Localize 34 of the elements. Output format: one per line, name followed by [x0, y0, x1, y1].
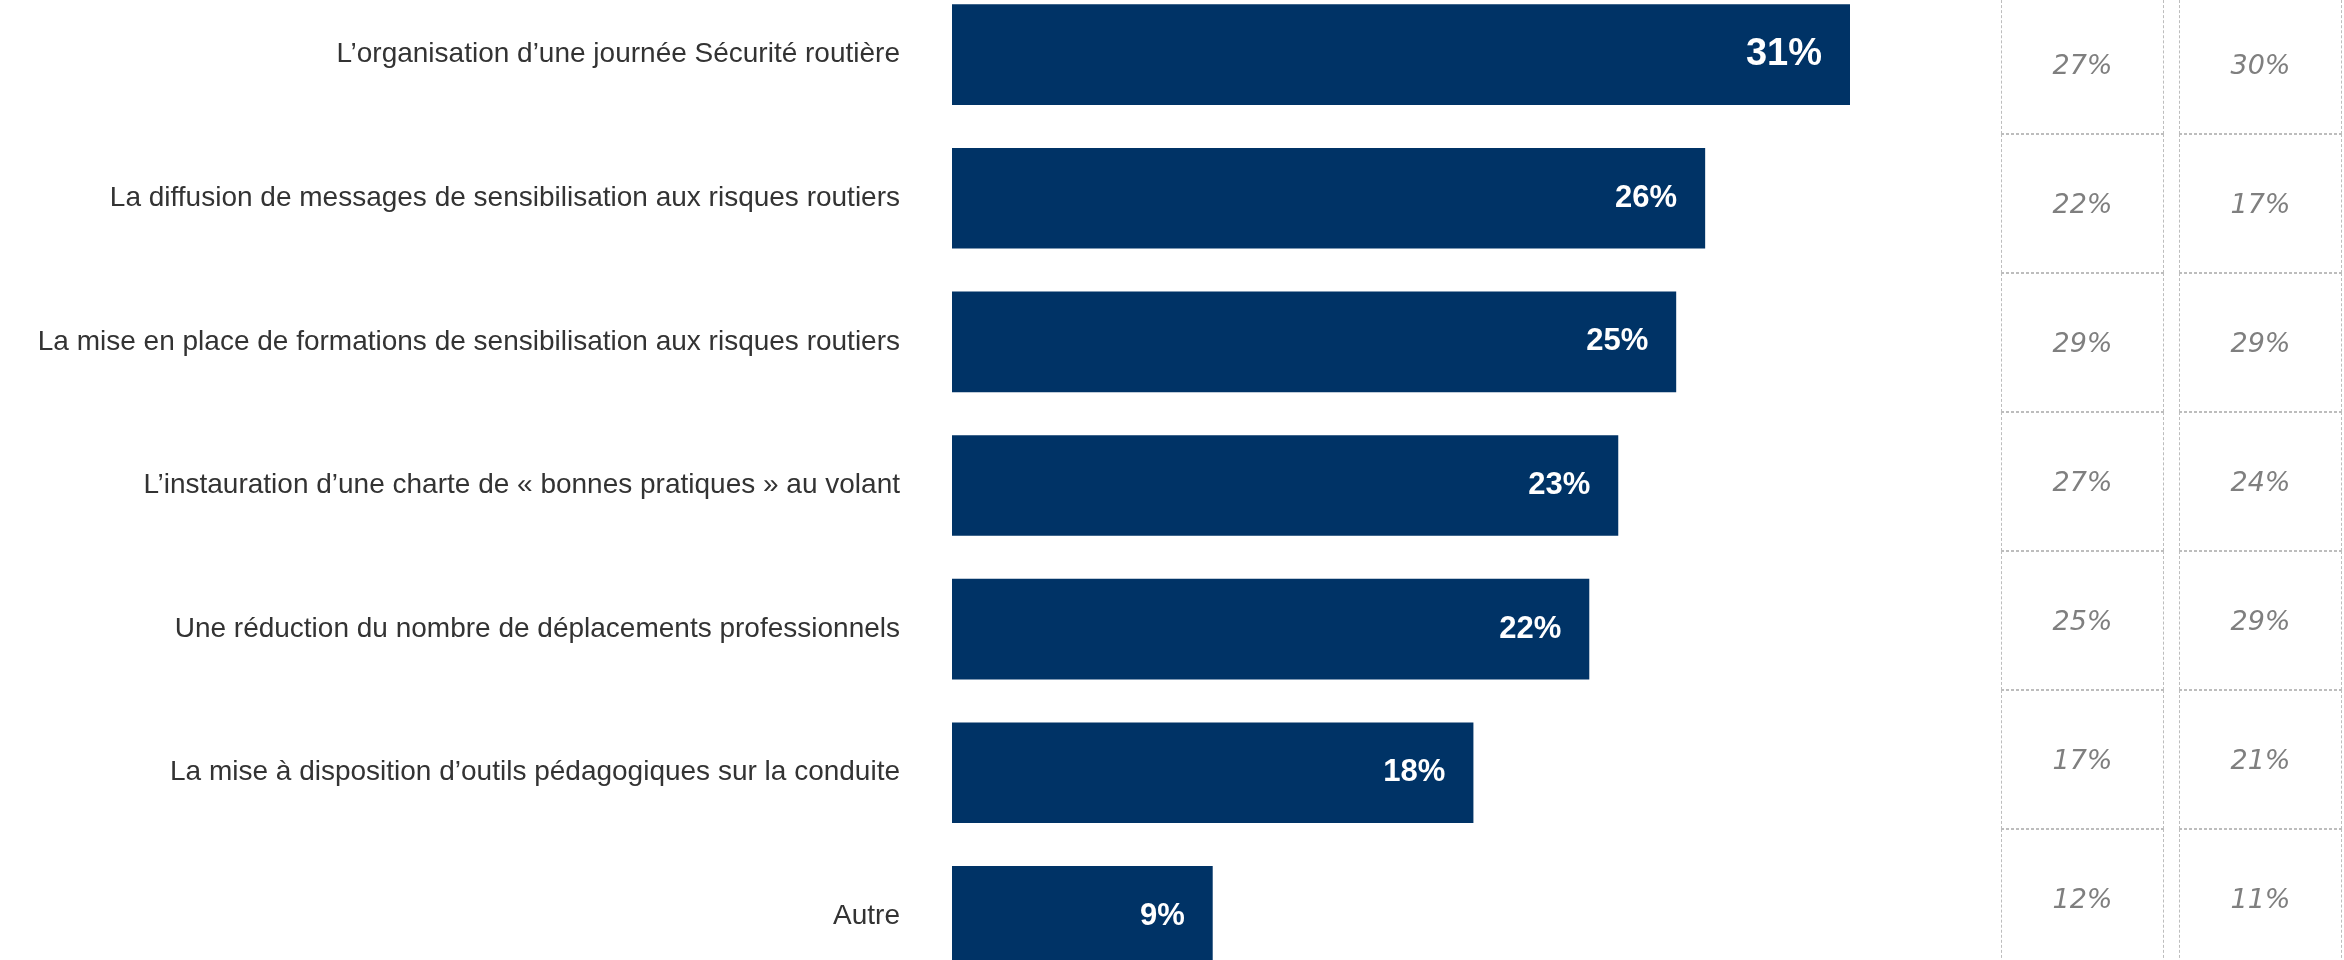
- bar: [952, 722, 1474, 824]
- text: 29%: [2001, 273, 2164, 412]
- data-label: 18%: [1383, 753, 1446, 789]
- text: 17%: [2179, 134, 2342, 273]
- bar: [952, 578, 1590, 680]
- bar: [952, 435, 1619, 536]
- y-tick-label: L’organisation d’une journée Sécurité routière: [336, 37, 900, 69]
- data-label: 26%: [1615, 178, 1678, 214]
- data-label: 31%: [1745, 31, 1822, 74]
- data-label: 25%: [1586, 322, 1649, 358]
- data-label: 9%: [1139, 896, 1185, 932]
- text: 25%: [2001, 551, 2164, 690]
- bar: [952, 4, 1850, 105]
- text: 27%: [2001, 0, 2164, 134]
- text: 27%: [2001, 412, 2164, 551]
- bar: [952, 291, 1677, 393]
- y-tick-label: La diffusion de messages de sensibilisation aux risques routiers: [109, 180, 900, 212]
- bar: [952, 147, 1706, 249]
- text: 11%: [2179, 829, 2342, 960]
- text: 21%: [2179, 690, 2342, 829]
- text: 29%: [2179, 551, 2342, 690]
- text: 29%: [2179, 273, 2342, 412]
- y-tick-label: La mise à disposition d’outils pédagogiques sur la conduite: [169, 755, 900, 787]
- text: 24%: [2179, 412, 2342, 551]
- data-label: 22%: [1499, 609, 1562, 645]
- data-label: 23%: [1528, 466, 1591, 502]
- text: 17%: [2001, 690, 2164, 829]
- y-tick-label: Une réduction du nombre de déplacements professionnels: [174, 611, 900, 643]
- text: 12%: [2001, 829, 2164, 960]
- text: 30%: [2179, 0, 2342, 134]
- y-tick-label: La mise en place de formations de sensibilisation aux risques routiers: [37, 324, 900, 356]
- y-tick-label: Autre: [833, 899, 900, 931]
- y-tick-label: L’instauration d’une charte de « bonnes pratiques » au volant: [143, 468, 901, 500]
- text: 22%: [2001, 134, 2164, 273]
